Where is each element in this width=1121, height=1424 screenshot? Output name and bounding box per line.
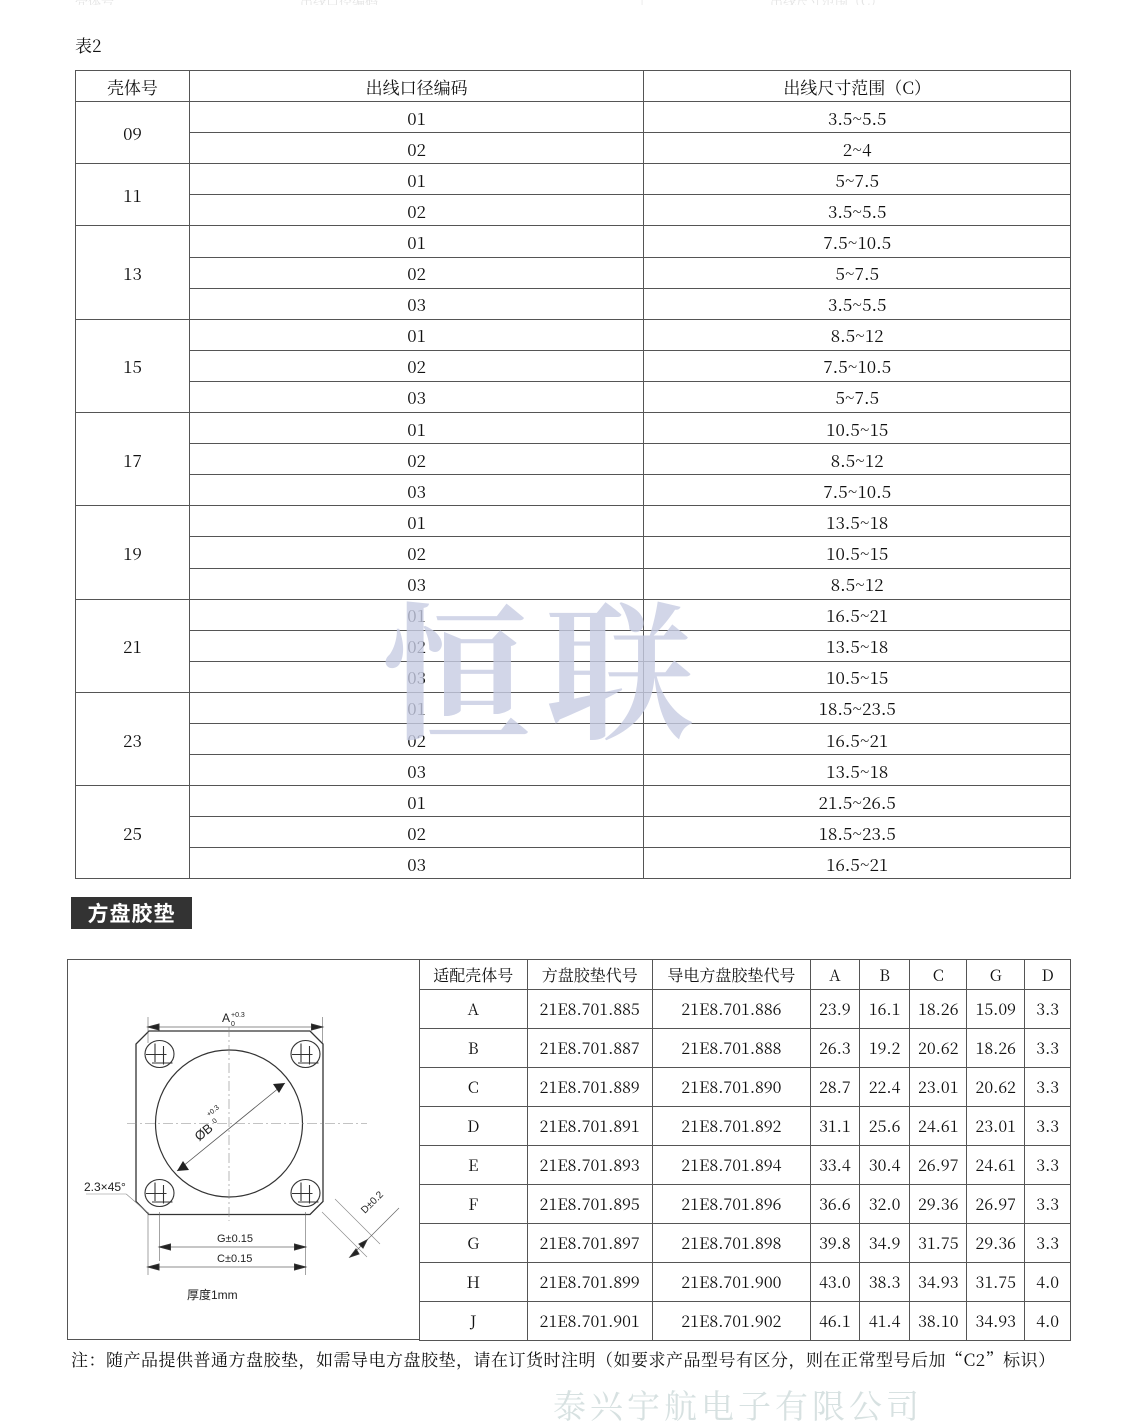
svg-text:G±0.15: G±0.15 [217, 1233, 253, 1245]
svg-text:A: A [222, 1011, 230, 1025]
svg-text:0: 0 [231, 1021, 235, 1028]
svg-text:ØB: ØB [192, 1120, 216, 1143]
svg-text:C±0.15: C±0.15 [217, 1253, 252, 1265]
svg-text:+0.3: +0.3 [206, 1104, 221, 1118]
svg-text:D±0.2: D±0.2 [359, 1189, 386, 1216]
svg-text:2.3×45°: 2.3×45° [84, 1180, 126, 1194]
svg-text:0: 0 [211, 1117, 219, 1125]
svg-text:+0.3: +0.3 [231, 1012, 245, 1019]
svg-text:厚度1mm: 厚度1mm [187, 1287, 238, 1302]
